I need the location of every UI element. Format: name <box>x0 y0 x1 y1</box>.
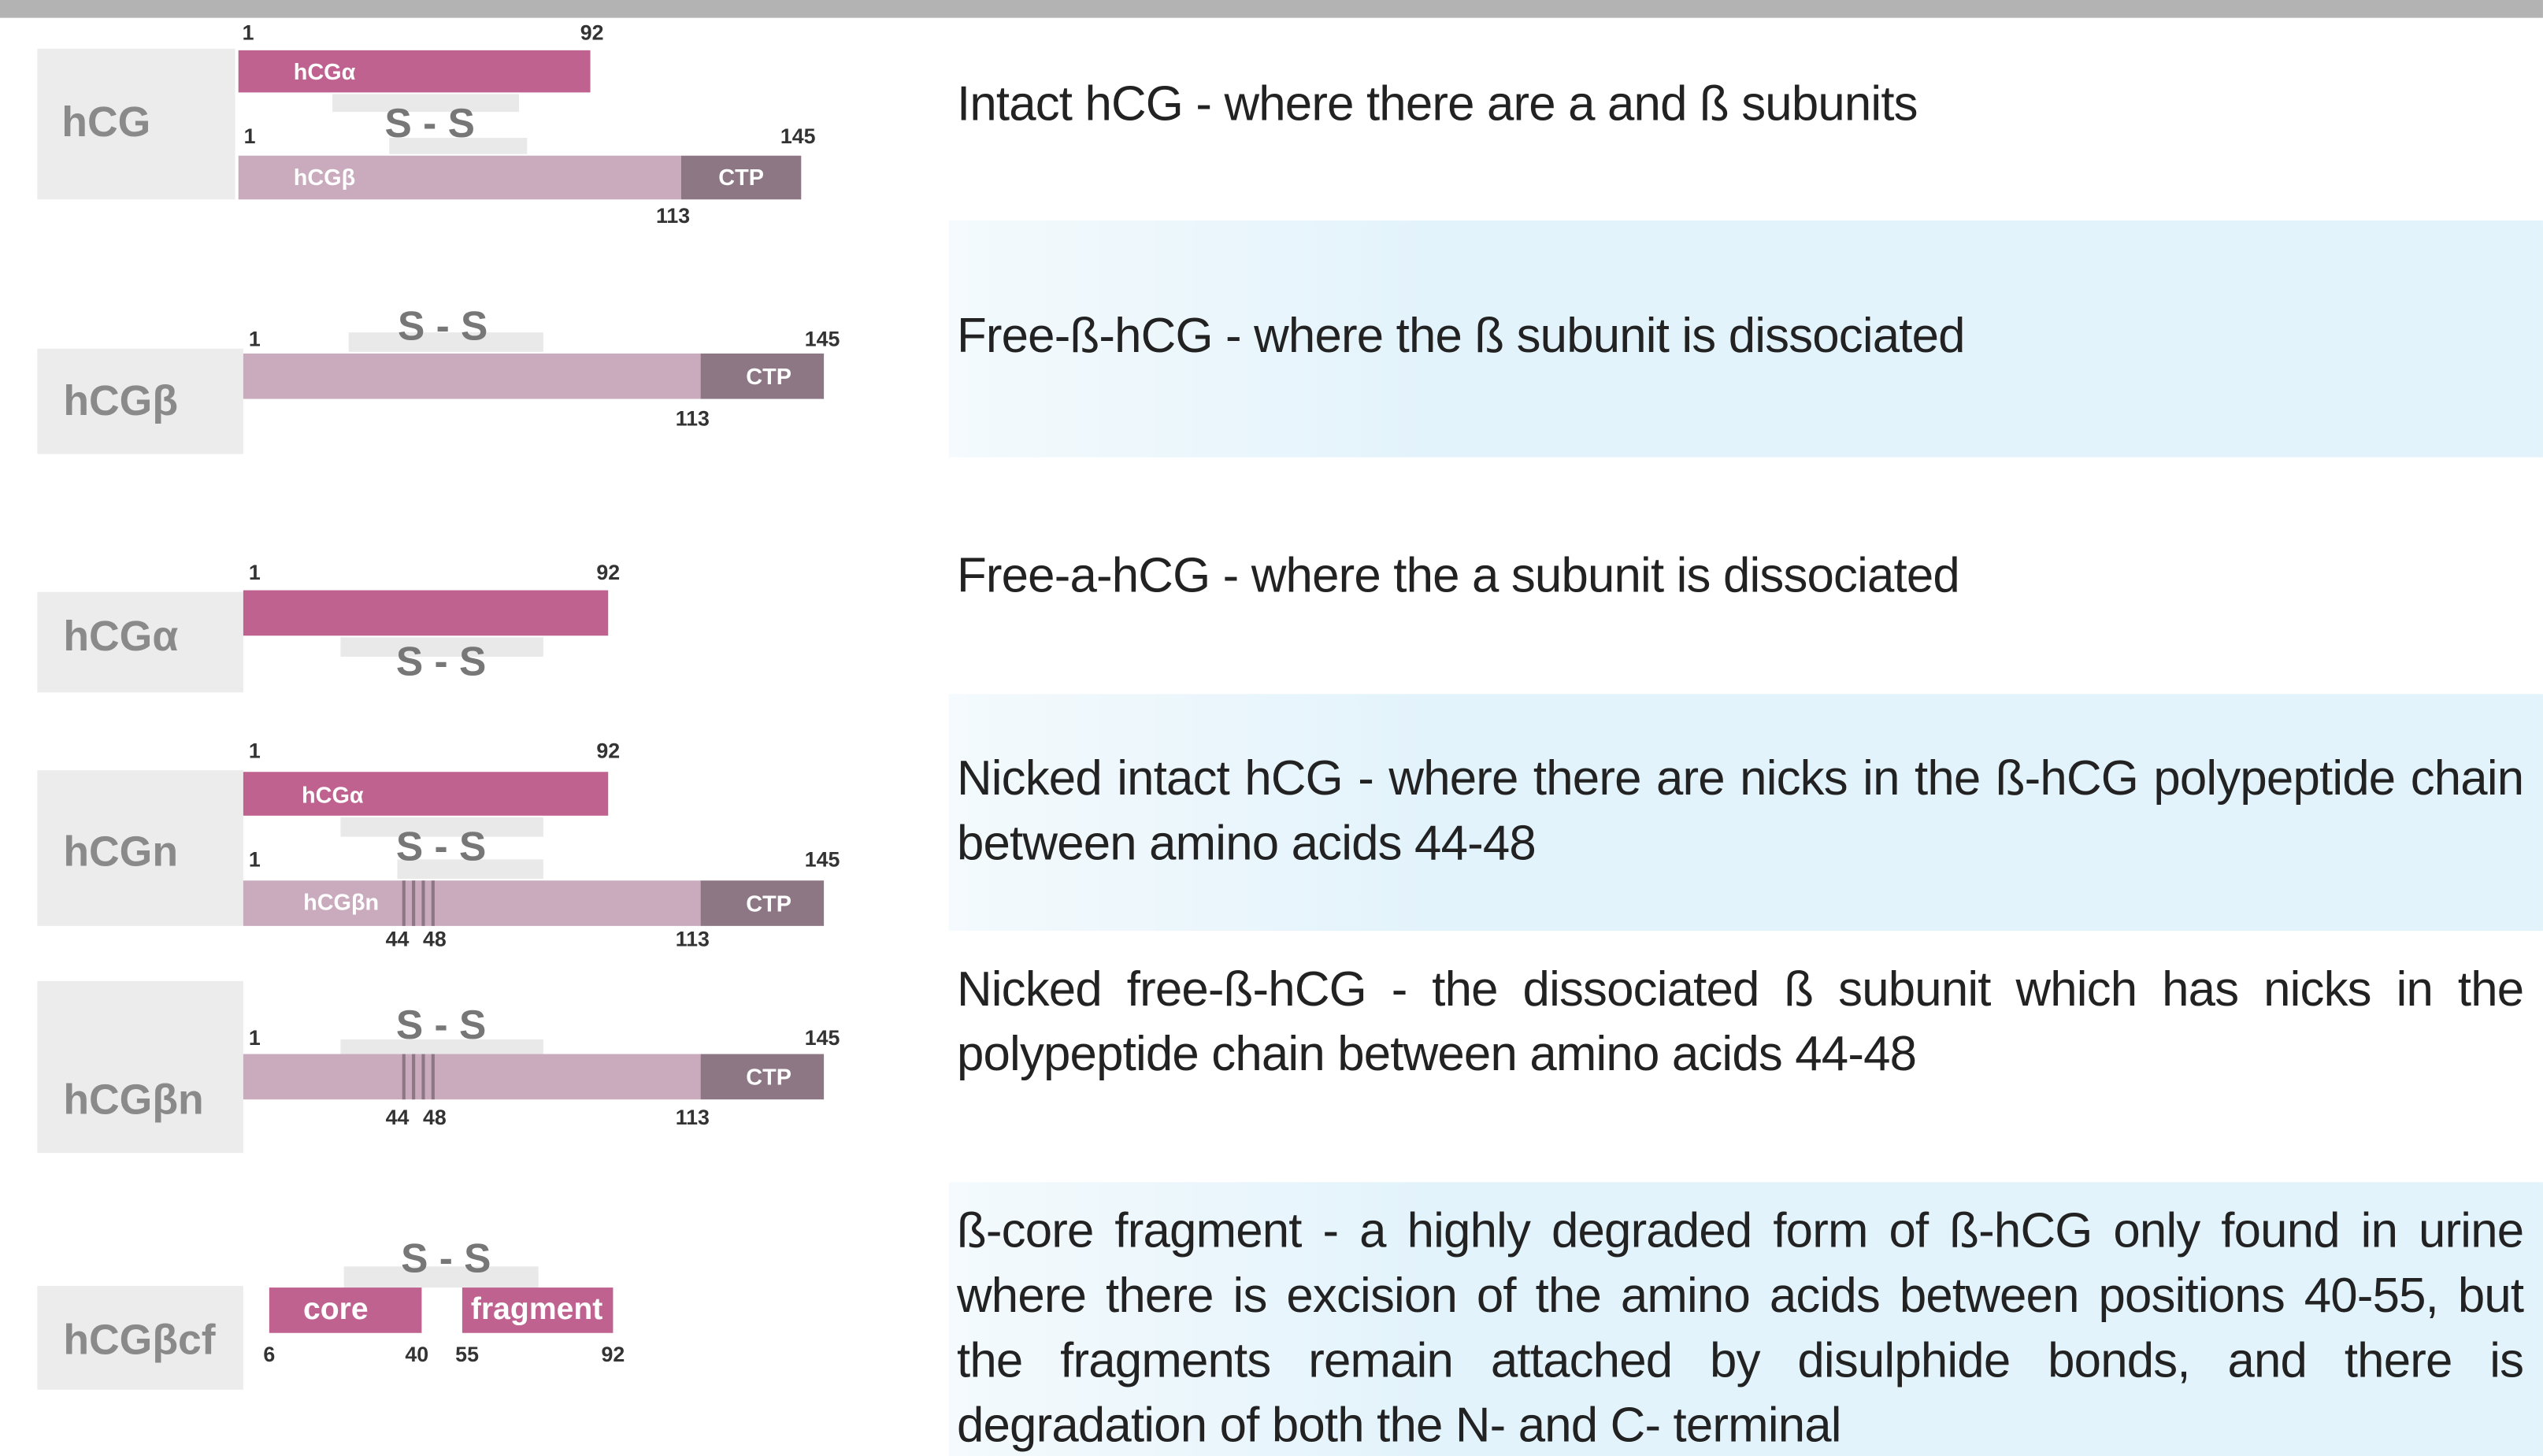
beta-end: 145 <box>804 847 840 872</box>
beta-bar <box>238 155 681 200</box>
nick-line <box>402 880 406 926</box>
beta-start: 1 <box>248 326 261 351</box>
row-label: hCGβn <box>63 1075 204 1124</box>
beta-ctp-start: 113 <box>656 203 691 228</box>
bridge: S - S <box>401 1236 491 1282</box>
fragment-end: 92 <box>601 1342 625 1366</box>
alpha-bar <box>238 50 591 93</box>
ctp-bar <box>700 880 825 926</box>
fragment-start: 55 <box>455 1342 479 1366</box>
row-label-box <box>37 591 243 693</box>
description: Nicked free-ß-hCG - the dissociated ß su… <box>956 963 2524 1082</box>
beta-ctp: CTP <box>746 890 791 917</box>
bridge-box <box>340 817 543 837</box>
beta-start: 1 <box>243 124 256 149</box>
beta-ctp-start: 113 <box>675 406 710 431</box>
alpha-label: hCGα <box>293 58 356 85</box>
description: Free-ß-hCG - where the ß subunit is diss… <box>956 309 1966 364</box>
alpha-start: 1 <box>248 560 261 585</box>
bridge-box <box>340 637 543 658</box>
beta-nick-start: 44 <box>385 1105 410 1130</box>
row-label-box <box>37 980 243 1154</box>
nick-line <box>412 1054 416 1100</box>
description-panel <box>948 220 2543 458</box>
alpha-bar <box>243 590 609 636</box>
beta-start: 1 <box>248 847 261 872</box>
beta-nick-end: 48 <box>422 926 447 951</box>
beta-nick-end: 48 <box>422 1105 447 1130</box>
alpha-bar <box>243 772 609 816</box>
beta-end: 145 <box>804 1025 840 1050</box>
nick-line <box>431 1054 435 1100</box>
row-label: hCGβcf <box>63 1315 216 1364</box>
row-label-box <box>37 1286 243 1390</box>
nick-line <box>421 1054 425 1100</box>
beta-label: hCGβn <box>303 888 380 915</box>
ctp-bar <box>680 155 802 200</box>
alpha-start: 1 <box>248 739 261 763</box>
beta-bar <box>243 353 701 399</box>
alpha-end: 92 <box>596 739 621 763</box>
row-label: hCGβ <box>63 376 179 425</box>
row-label: hCG <box>61 97 151 146</box>
beta-ctp-start: 113 <box>675 1105 710 1130</box>
ctp-bar <box>700 353 825 399</box>
row-label-box <box>37 348 243 454</box>
core-label: core <box>302 1293 369 1328</box>
beta-bar <box>243 1054 701 1100</box>
description: ß-core fragment - a highly degraded form… <box>956 1205 2524 1454</box>
row-label: hCGα <box>63 611 179 661</box>
beta-ctp: CTP <box>718 163 764 190</box>
alpha-end: 92 <box>596 560 621 585</box>
alpha-bar <box>269 1287 422 1333</box>
beta-ctp: CTP <box>746 1063 791 1090</box>
alpha-start: 1 <box>242 20 254 45</box>
row-label-box <box>37 48 235 200</box>
bridge: S - S <box>397 304 488 350</box>
description-panel <box>948 694 2543 932</box>
bridge-box <box>348 332 543 352</box>
alpha-bar <box>462 1287 614 1333</box>
bridge: S - S <box>395 639 487 686</box>
alpha-end: 92 <box>580 20 604 45</box>
bridge: S - S <box>384 101 475 147</box>
beta-ctp: CTP <box>746 363 791 390</box>
core-end: 40 <box>405 1342 429 1366</box>
bridge-box <box>340 1039 543 1054</box>
alpha-label: hCGα <box>302 781 364 808</box>
beta-start: 1 <box>248 1025 261 1050</box>
beta-end: 145 <box>780 124 816 149</box>
description-panel <box>948 1182 2543 1456</box>
beta-nick-start: 44 <box>385 926 410 951</box>
beta-ctp-start: 113 <box>675 926 710 951</box>
description: Nicked intact hCG - where there are nick… <box>956 752 2524 871</box>
nick-line <box>431 880 435 926</box>
nick-line <box>412 880 416 926</box>
nick-line <box>421 880 425 926</box>
beta-label: hCGβ <box>293 163 356 190</box>
ctp-bar <box>700 1054 825 1100</box>
top-bar <box>0 0 2543 18</box>
beta-end: 145 <box>804 326 840 351</box>
bridge-box <box>397 859 543 880</box>
row-label-box <box>37 770 243 926</box>
bridge-box <box>343 1266 539 1288</box>
row-label: hCGn <box>63 827 179 876</box>
bridge: S - S <box>395 824 487 870</box>
core-start: 6 <box>263 1342 276 1366</box>
nick-line <box>402 1054 406 1100</box>
bridge-box <box>332 94 519 113</box>
bridge: S - S <box>395 1002 487 1049</box>
bridge-box <box>389 138 528 154</box>
description: Free-a-hCG - where the a subunit is diss… <box>956 550 1960 604</box>
fragment-label: fragment <box>470 1293 603 1328</box>
beta-bar <box>243 880 701 926</box>
description: Intact hCG - where there are a and ß sub… <box>956 77 1918 132</box>
